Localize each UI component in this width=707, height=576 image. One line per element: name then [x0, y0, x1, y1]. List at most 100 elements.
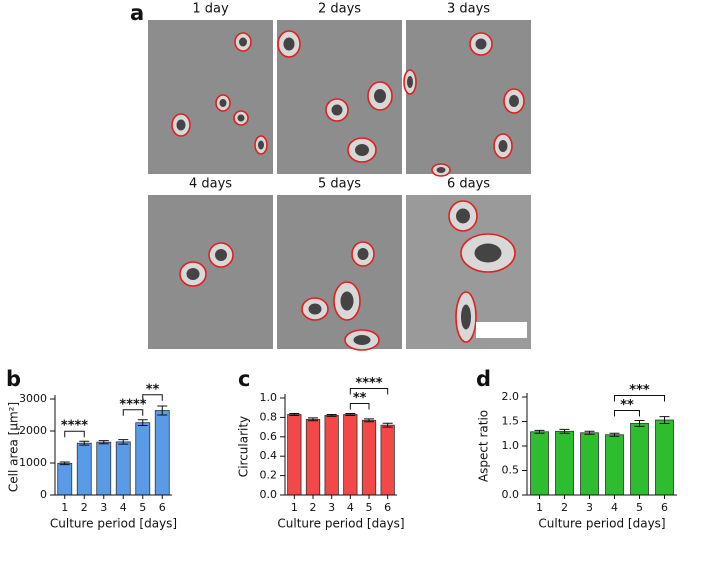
x-tick-label: 6	[661, 501, 668, 514]
bar	[287, 414, 302, 496]
y-tick-label: 1.0	[502, 439, 520, 452]
bar	[57, 462, 73, 496]
significance-label: ***	[629, 383, 650, 398]
bar	[655, 419, 674, 496]
x-tick-label: 4	[347, 501, 354, 514]
cell-core	[215, 249, 227, 261]
error-bar	[659, 416, 670, 424]
error-bar	[137, 419, 148, 427]
significance-bracket	[349, 388, 389, 395]
cell-core	[436, 167, 446, 173]
significance-bracket	[122, 409, 144, 416]
y-tick-label: 0.4	[260, 449, 278, 462]
bar	[380, 424, 395, 496]
bar	[324, 415, 339, 496]
axes	[526, 393, 677, 496]
cell-core	[308, 303, 322, 315]
cell-core	[258, 140, 264, 150]
y-tick-label: 1.0	[260, 391, 278, 404]
x-tick-label: 2	[561, 501, 568, 514]
cell-core	[186, 268, 200, 280]
cell-core	[357, 248, 369, 260]
error-bar	[584, 430, 595, 435]
cell-core	[474, 243, 502, 263]
x-tick-label: 2	[81, 501, 88, 514]
panel-letter: c	[238, 367, 250, 391]
error-bar	[364, 418, 374, 423]
y-tick-label: 0.6	[260, 430, 278, 443]
x-tick-label: 1	[291, 501, 298, 514]
cell-core	[331, 104, 343, 116]
bar	[343, 414, 358, 496]
panel-letter: a	[130, 1, 144, 25]
y-axis-label: Aspect ratio	[477, 410, 491, 482]
y-tick-label: 1.5	[502, 415, 520, 428]
error-bar	[289, 413, 300, 416]
significance-bracket	[349, 403, 370, 410]
bar	[76, 442, 92, 496]
significance-label: **	[620, 398, 634, 413]
y-axis-label: Cell area [µm²]	[7, 402, 21, 492]
micrograph	[148, 195, 273, 349]
cell-core	[456, 208, 470, 224]
micrographs: 1 day 2 days 3 days 4 days 5 days 6 days	[148, 2, 531, 351]
image-title: 4 days	[189, 177, 232, 192]
x-axis-label: Culture period [days]	[538, 517, 665, 531]
scale-bar	[476, 322, 527, 338]
image-title: 3 days	[447, 2, 490, 17]
significance-bracket	[614, 410, 640, 417]
cell-core	[239, 37, 247, 47]
image-title: 5 days	[318, 177, 361, 192]
cell-core	[340, 291, 354, 311]
cell-core	[407, 76, 413, 88]
y-tick-label: 0.0	[260, 488, 278, 501]
error-bar	[326, 413, 337, 417]
x-tick-label: 3	[586, 501, 593, 514]
x-tick-label: 5	[366, 501, 373, 514]
error-bar	[308, 417, 318, 422]
cell-core	[461, 304, 471, 330]
cell-core	[237, 114, 245, 122]
significance-label: ****	[119, 397, 146, 412]
y-tick-label: 2.0	[502, 390, 520, 403]
x-tick-label: 3	[100, 501, 107, 514]
x-tick-label: 5	[636, 501, 643, 514]
error-bar	[534, 429, 545, 434]
cell-core	[353, 335, 371, 345]
y-tick-label: 2000	[19, 424, 47, 437]
image-title: 6 days	[447, 177, 490, 192]
panel-letter: b	[6, 367, 21, 391]
significance-bracket	[614, 395, 665, 402]
cell-core	[509, 95, 519, 107]
cell-core	[498, 140, 508, 152]
significance-label: **	[146, 382, 160, 397]
significance-label: ****	[355, 376, 382, 391]
cell-core	[219, 99, 227, 107]
significance-label: ****	[61, 419, 88, 434]
x-axis-label: Culture period [days]	[277, 517, 404, 531]
micrograph	[277, 195, 402, 349]
x-tick-label: 5	[139, 501, 146, 514]
bar	[361, 419, 377, 496]
cell-core	[355, 144, 369, 156]
x-tick-label: 1	[536, 501, 543, 514]
error-bar	[609, 432, 620, 437]
bar	[154, 410, 170, 496]
y-tick-label: 0.5	[502, 464, 520, 477]
x-tick-label: 2	[310, 501, 317, 514]
error-bar	[79, 440, 90, 446]
error-bar	[382, 422, 393, 428]
cell-core	[176, 119, 186, 131]
y-axis-label: Circularity	[237, 416, 251, 477]
error-bar	[345, 413, 356, 416]
x-tick-label: 6	[159, 501, 166, 514]
bar	[530, 431, 549, 496]
significance-bracket	[142, 394, 163, 401]
error-bar	[98, 440, 109, 445]
bar	[630, 423, 649, 496]
error-bar	[559, 428, 570, 434]
cell-core	[374, 89, 386, 103]
y-tick-label: 0.0	[502, 488, 520, 501]
micrograph	[148, 20, 273, 174]
x-tick-label: 3	[328, 501, 335, 514]
